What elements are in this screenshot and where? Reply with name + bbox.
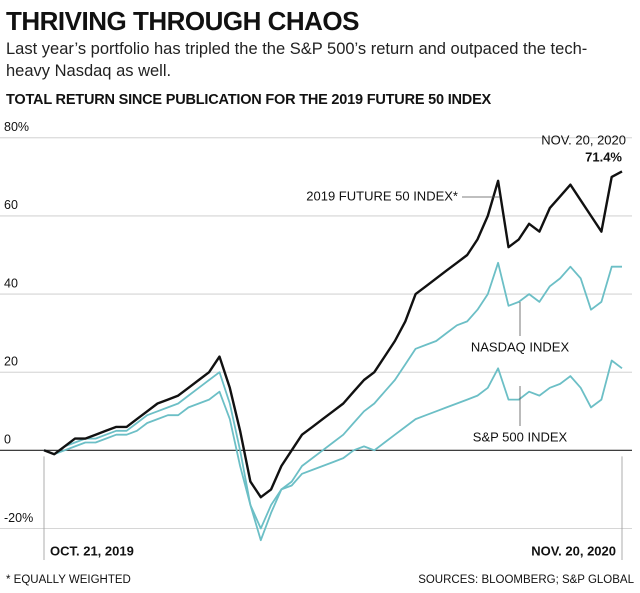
- annotation: 71.4%: [585, 149, 622, 164]
- series-label: NASDAQ INDEX: [471, 339, 570, 354]
- y-tick-label: 60: [4, 198, 18, 212]
- series-line: [43, 170, 623, 499]
- y-tick-label: 80%: [4, 120, 29, 134]
- chart-title: TOTAL RETURN SINCE PUBLICATION FOR THE 2…: [6, 92, 492, 108]
- series-line: [43, 359, 623, 530]
- y-tick-label: 0: [4, 433, 11, 447]
- x-tick-label: NOV. 20, 2020: [531, 543, 616, 558]
- title: THRIVING THROUGH CHAOS: [6, 6, 360, 36]
- x-tick-label: OCT. 21, 2019: [50, 543, 134, 558]
- series-label: S&P 500 INDEX: [473, 429, 568, 444]
- annotation: NOV. 20, 2020: [541, 132, 626, 147]
- footnote: * EQUALLY WEIGHTED: [6, 574, 131, 586]
- subtitle: Last year’s portfolio has tripled the th…: [6, 40, 588, 80]
- series-line: [43, 261, 622, 542]
- y-tick-label: 20: [4, 355, 18, 369]
- series-label: 2019 FUTURE 50 INDEX*: [306, 188, 458, 203]
- y-tick-label: 40: [4, 276, 18, 290]
- y-tick-label: -20%: [4, 511, 33, 525]
- source: SOURCES: BLOOMBERG; S&P GLOBAL: [418, 574, 634, 586]
